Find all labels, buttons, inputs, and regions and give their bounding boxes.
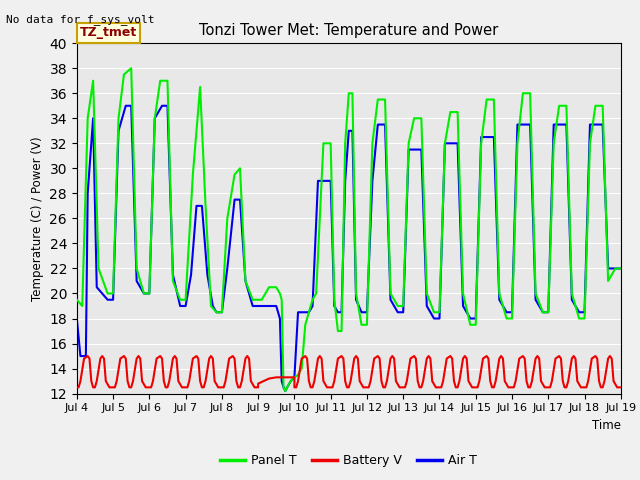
Y-axis label: Temperature (C) / Power (V): Temperature (C) / Power (V) bbox=[31, 136, 44, 300]
Text: No data for f_sys_volt: No data for f_sys_volt bbox=[6, 14, 155, 25]
X-axis label: Time: Time bbox=[592, 419, 621, 432]
Legend: Panel T, Battery V, Air T: Panel T, Battery V, Air T bbox=[215, 449, 483, 472]
Title: Tonzi Tower Met: Temperature and Power: Tonzi Tower Met: Temperature and Power bbox=[199, 23, 499, 38]
Text: TZ_tmet: TZ_tmet bbox=[80, 26, 137, 39]
